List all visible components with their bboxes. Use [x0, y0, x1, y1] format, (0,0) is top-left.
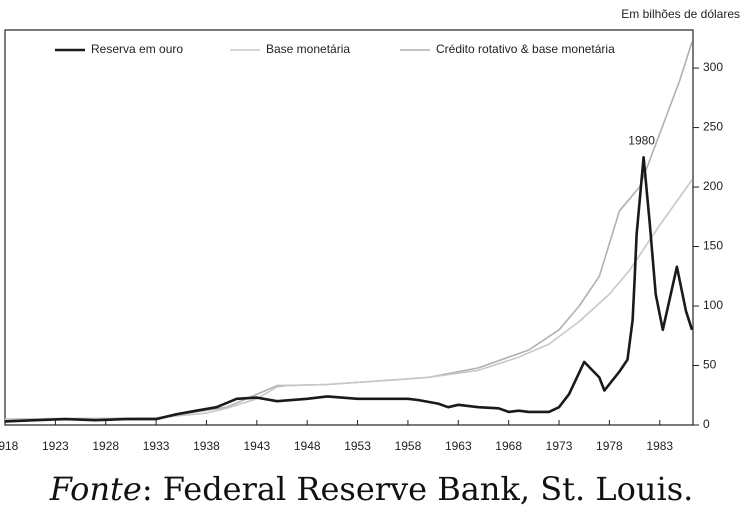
y-tick-label: 300	[703, 60, 723, 74]
x-tick-label: 1933	[143, 439, 170, 453]
chart: Em bilhões de dólares 0 50 100 150 200 250 300…	[0, 7, 740, 453]
x-tick-label: 1963	[445, 439, 472, 453]
y-tick-label: 0	[703, 417, 710, 431]
x-tick-label: 1953	[344, 439, 371, 453]
x-tick-label: 1958	[395, 439, 422, 453]
series-line	[4, 41, 693, 420]
x-tick-label: 1923	[42, 439, 69, 453]
x-tick-label: 1938	[193, 439, 220, 453]
x-tick-label: 1928	[92, 439, 119, 453]
plot-frame	[4, 29, 694, 426]
x-tick-label: 1978	[596, 439, 623, 453]
y-tick-label: 150	[703, 239, 723, 253]
y-axis-label: Em bilhões de dólares	[621, 7, 740, 21]
annotation: 1980	[628, 133, 655, 147]
y-tick-label: 50	[703, 358, 717, 372]
legend-label: Base monetária	[266, 42, 350, 56]
y-tick-label: 250	[703, 120, 723, 134]
legend-label: Reserva em ouro	[91, 42, 183, 56]
source-italic: Fonte	[49, 470, 142, 508]
y-tick-label: 200	[703, 179, 723, 193]
legend-label: Crédito rotativo & base monetária	[436, 42, 615, 56]
series-line	[4, 156, 694, 423]
source-text: : Federal Reserve Bank, St. Louis.	[141, 470, 694, 508]
source: Fonte: Federal Reserve Bank, St. Louis.	[0, 470, 743, 508]
series-line	[4, 179, 693, 420]
x-tick-label: 1918	[0, 439, 19, 453]
x-tick-label: 1983	[646, 439, 673, 453]
x-tick-label: 1948	[294, 439, 321, 453]
x-tick-label: 1973	[546, 439, 573, 453]
x-tick-label: 1943	[243, 439, 270, 453]
y-tick-label: 100	[703, 298, 723, 312]
x-tick-label: 1968	[495, 439, 522, 453]
